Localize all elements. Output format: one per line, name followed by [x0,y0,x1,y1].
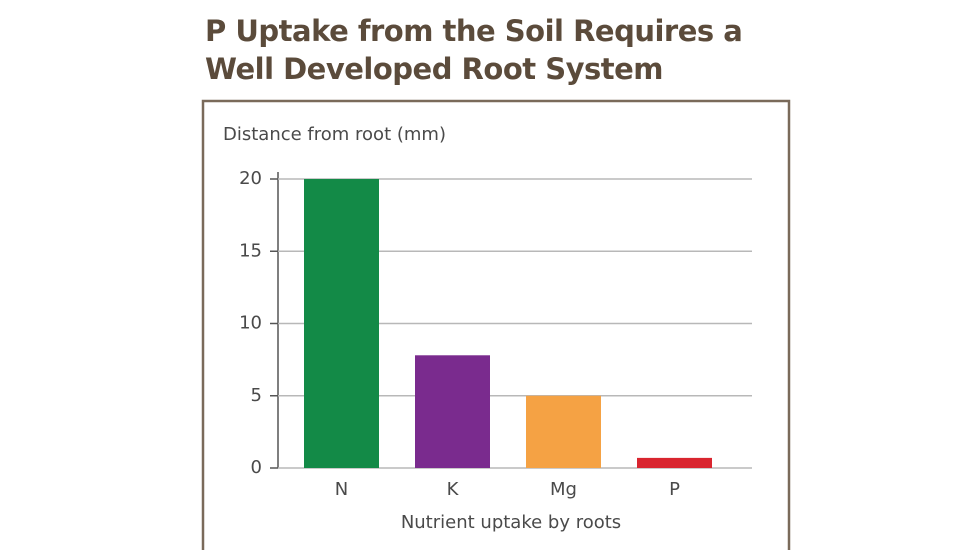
bar [415,355,490,468]
y-tick-label: 20 [239,168,262,189]
y-tick-label: 15 [239,240,262,261]
x-tick-label: P [669,479,680,500]
bar [526,395,601,468]
x-tick-label: N [335,479,348,500]
y-tick-label: 0 [251,457,262,478]
x-tick-label: K [447,479,460,500]
chart-title: P Uptake from the Soil Requires a Well D… [205,14,743,86]
x-tick-label: Mg [550,479,577,500]
bar [304,179,379,468]
y-tick-label: 5 [251,385,262,406]
x-axis-label: Nutrient uptake by roots [401,512,621,533]
frame [201,99,791,550]
y-tick-label: 10 [239,313,262,334]
bar [637,457,712,468]
y-axis-label: Distance from root (mm) [223,124,446,145]
